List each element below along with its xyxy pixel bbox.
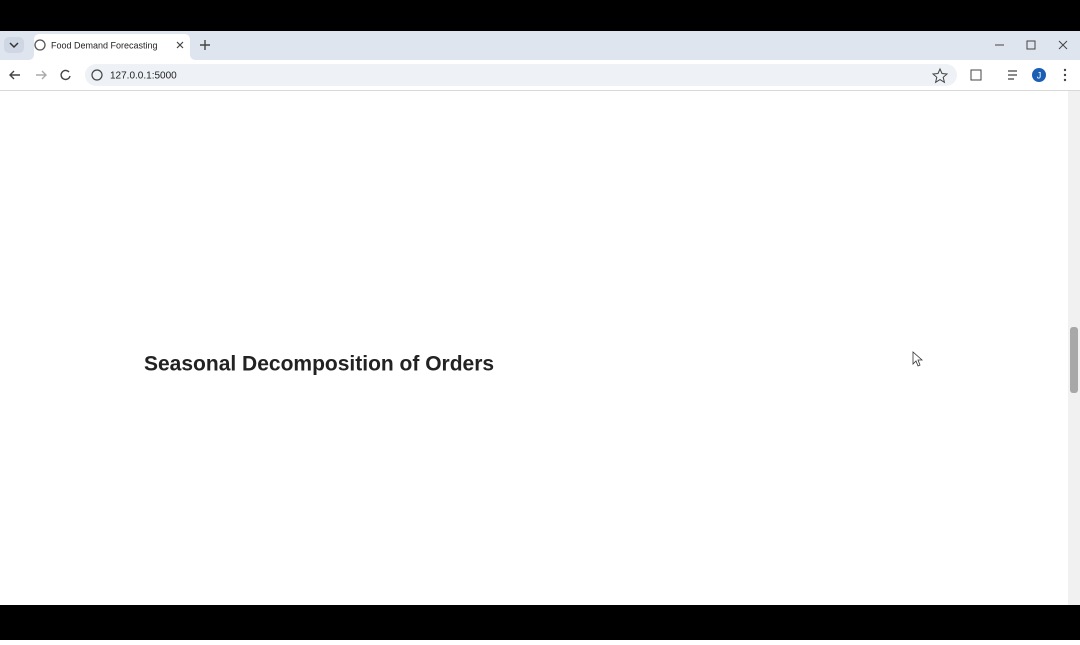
- restore[interactable]: [1026, 40, 1036, 50]
- forward[interactable]: [36, 70, 47, 80]
- url: 127.0.0.1:5000: [110, 71, 177, 82]
- active-tab[interactable]: [28, 34, 196, 60]
- viewport: [0, 91, 1068, 605]
- tab-title: Food Demand Forecasting: [51, 40, 158, 50]
- tab-list-button[interactable]: [4, 37, 24, 53]
- letterbox-top: [0, 0, 1080, 31]
- back[interactable]: [9, 70, 20, 80]
- close-window[interactable]: [1058, 40, 1068, 50]
- tab-close[interactable]: [176, 41, 184, 49]
- new-tab[interactable]: [200, 40, 210, 50]
- menu-dot: [1063, 78, 1067, 82]
- page-content: Seasonal Decomposition of Orders: [144, 353, 494, 376]
- menu-dot[interactable]: [1063, 68, 1067, 72]
- menu-dot: [1063, 73, 1067, 77]
- site-info[interactable]: [91, 69, 103, 81]
- tab-favicon: [34, 39, 46, 51]
- cursor: [912, 351, 924, 367]
- reload[interactable]: [60, 69, 71, 81]
- bookmark[interactable]: [931, 67, 949, 84]
- scrollbar-thumb[interactable]: [1070, 327, 1078, 393]
- extensions[interactable]: [970, 69, 982, 81]
- letterbox-bottom: [0, 605, 1080, 640]
- omnibox[interactable]: [85, 64, 957, 86]
- profile[interactable]: [1032, 68, 1046, 82]
- profile-initial: J: [1037, 70, 1042, 80]
- section-heading: Seasonal Decomposition of Orders: [144, 353, 494, 376]
- media-control[interactable]: [1008, 70, 1017, 80]
- chevron: [9, 42, 19, 49]
